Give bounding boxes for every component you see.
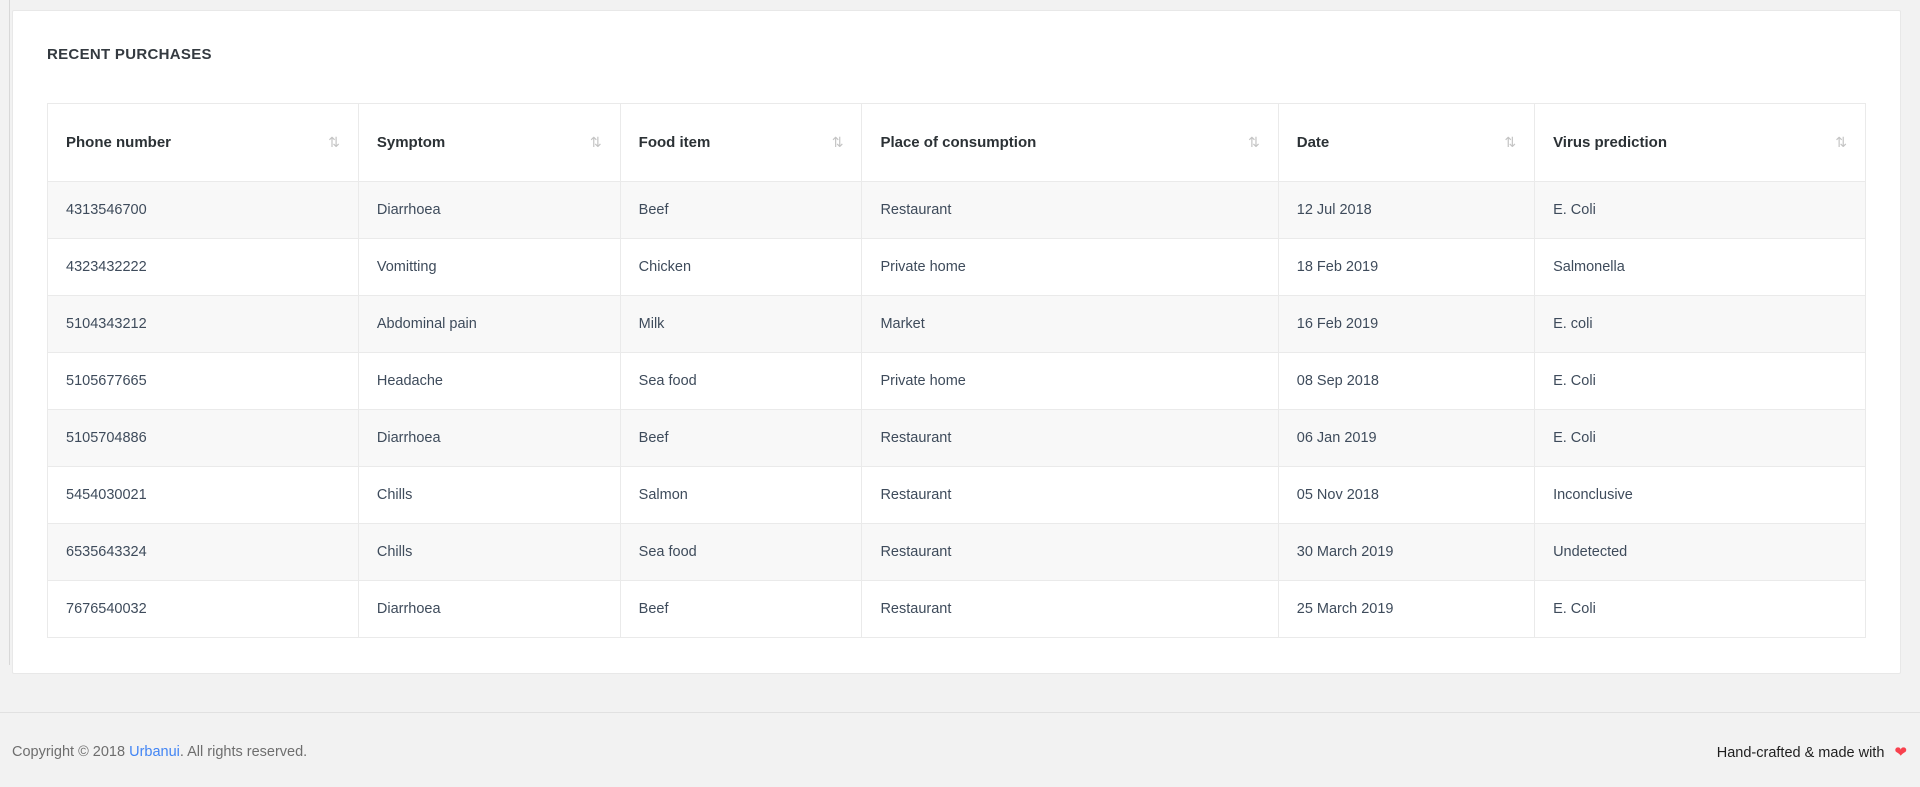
recent-purchases-card: RECENT PURCHASES Phone number ⇅ Symptom ⇅ Fo… — [12, 10, 1901, 674]
cell-food_item: Sea food — [619, 352, 863, 410]
cell-food_item: Beef — [619, 580, 863, 638]
main-content: RECENT PURCHASES Phone number ⇅ Symptom ⇅ Fo… — [12, 10, 1901, 674]
cell-food_item: Salmon — [619, 466, 863, 524]
cell-virus_prediction: Inconclusive — [1534, 466, 1866, 524]
column-header-place_of_consumption[interactable]: Place of consumption ⇅ — [861, 103, 1279, 182]
cell-phone_number: 5104343212 — [47, 295, 359, 353]
cell-place_of_consumption: Private home — [861, 238, 1279, 296]
card-title: RECENT PURCHASES — [47, 46, 212, 63]
sort-icon[interactable]: ⇅ — [328, 134, 340, 151]
tagline-text: Hand-crafted & made with — [1716, 745, 1889, 761]
column-header-symptom[interactable]: Symptom ⇅ — [357, 103, 621, 182]
column-label: Virus prediction — [1553, 134, 1667, 151]
cell-symptom: Diarrhoea — [357, 409, 621, 467]
cell-virus_prediction: Undetected — [1534, 523, 1866, 581]
column-label: Place of consumption — [880, 134, 1037, 151]
cell-place_of_consumption: Restaurant — [861, 580, 1279, 638]
cell-symptom: Headache — [357, 352, 621, 410]
column-header-food_item[interactable]: Food item ⇅ — [619, 103, 863, 182]
table-row: 4313546700 Diarrhoea Beef Restaurant 12 Jul … — [47, 181, 1866, 239]
cell-symptom: Abdominal pain — [357, 295, 621, 353]
cell-phone_number: 5454030021 — [47, 466, 359, 524]
cell-virus_prediction: E. Coli — [1534, 181, 1866, 239]
cell-place_of_consumption: Restaurant — [861, 181, 1279, 239]
cell-virus_prediction: Salmonella — [1534, 238, 1866, 296]
cell-symptom: Diarrhoea — [357, 181, 621, 239]
cell-place_of_consumption: Market — [861, 295, 1279, 353]
heart-icon: ❤ — [1894, 743, 1907, 761]
table-row: 6535643324 Chills Sea food Restaurant 30 Mar… — [47, 523, 1866, 581]
column-label: Date — [1296, 134, 1330, 151]
cell-date: 06 Jan 2019 — [1277, 409, 1536, 467]
sort-icon[interactable]: ⇅ — [831, 134, 844, 151]
table-row: 5454030021 Chills Salmon Restaurant 05 Nov 2… — [47, 466, 1866, 524]
cell-symptom: Vomitting — [357, 238, 621, 296]
table-row: 5105704886 Diarrhoea Beef Restaurant 06 Jan … — [47, 409, 1866, 467]
cell-food_item: Sea food — [619, 523, 863, 581]
cell-phone_number: 7676540032 — [47, 580, 359, 638]
table-row: 5104343212 Abdominal pain Milk Market 16 Feb… — [47, 295, 1866, 353]
sort-icon[interactable]: ⇅ — [1835, 134, 1847, 151]
column-header-phone_number[interactable]: Phone number ⇅ — [47, 103, 359, 182]
urbanui-link[interactable]: Urbanui — [129, 744, 180, 760]
content-left-border — [9, 0, 10, 665]
sort-icon[interactable]: ⇅ — [1504, 134, 1517, 151]
copyright-text: Copyright © 2018 Urbanui. All rights res… — [12, 744, 307, 760]
cell-phone_number: 5105677665 — [47, 352, 359, 410]
sort-icon[interactable]: ⇅ — [1248, 134, 1260, 151]
cell-date: 16 Feb 2019 — [1277, 295, 1536, 353]
cell-place_of_consumption: Private home — [861, 352, 1279, 410]
table-body: 4313546700 Diarrhoea Beef Restaurant 12 Jul … — [47, 181, 1866, 638]
cell-food_item: Beef — [619, 181, 863, 239]
cell-food_item: Milk — [619, 295, 863, 353]
cell-place_of_consumption: Restaurant — [861, 466, 1279, 524]
column-header-date[interactable]: Date ⇅ — [1277, 103, 1536, 182]
column-header-virus_prediction[interactable]: Virus prediction ⇅ — [1534, 103, 1866, 182]
cell-symptom: Chills — [357, 523, 621, 581]
cell-date: 12 Jul 2018 — [1277, 181, 1536, 239]
column-label: Phone number — [66, 134, 172, 151]
recent-purchases-table: Phone number ⇅ Symptom ⇅ Food item ⇅ Place of … — [47, 103, 1866, 638]
cell-symptom: Chills — [357, 466, 621, 524]
cell-virus_prediction: E. Coli — [1534, 409, 1866, 467]
table-header: Phone number ⇅ Symptom ⇅ Food item ⇅ Place of … — [47, 103, 1866, 182]
cell-date: 05 Nov 2018 — [1277, 466, 1536, 524]
cell-date: 18 Feb 2019 — [1277, 238, 1536, 296]
cell-date: 25 March 2019 — [1277, 580, 1536, 638]
column-label: Symptom — [376, 134, 446, 151]
cell-phone_number: 4323432222 — [47, 238, 359, 296]
cell-date: 08 Sep 2018 — [1277, 352, 1536, 410]
cell-place_of_consumption: Restaurant — [861, 523, 1279, 581]
table-row: 5105677665 Headache Sea food Private home 08… — [47, 352, 1866, 410]
copyright-prefix: Copyright © 2018 — [12, 744, 130, 760]
table-row: 7676540032 Diarrhoea Beef Restaurant 25 Marc… — [47, 580, 1866, 638]
cell-phone_number: 4313546700 — [47, 181, 359, 239]
copyright-suffix: . All rights reserved. — [179, 744, 308, 760]
page-footer: Copyright © 2018 Urbanui. All rights res… — [0, 712, 1920, 787]
cell-phone_number: 5105704886 — [47, 409, 359, 467]
cell-virus_prediction: E. Coli — [1534, 352, 1866, 410]
cell-symptom: Diarrhoea — [357, 580, 621, 638]
cell-place_of_consumption: Restaurant — [861, 409, 1279, 467]
cell-virus_prediction: E. Coli — [1534, 580, 1866, 638]
cell-phone_number: 6535643324 — [47, 523, 359, 581]
cell-food_item: Chicken — [619, 238, 863, 296]
cell-date: 30 March 2019 — [1277, 523, 1536, 581]
footer-tagline: Hand-crafted & made with ❤ — [1717, 743, 1907, 761]
table-header-row: Phone number ⇅ Symptom ⇅ Food item ⇅ Place of … — [47, 103, 1866, 182]
cell-food_item: Beef — [619, 409, 863, 467]
sort-icon[interactable]: ⇅ — [589, 134, 602, 151]
column-label: Food item — [638, 134, 711, 151]
table-row: 4323432222 Vomitting Chicken Private home 18… — [47, 238, 1866, 296]
cell-virus_prediction: E. coli — [1534, 295, 1866, 353]
